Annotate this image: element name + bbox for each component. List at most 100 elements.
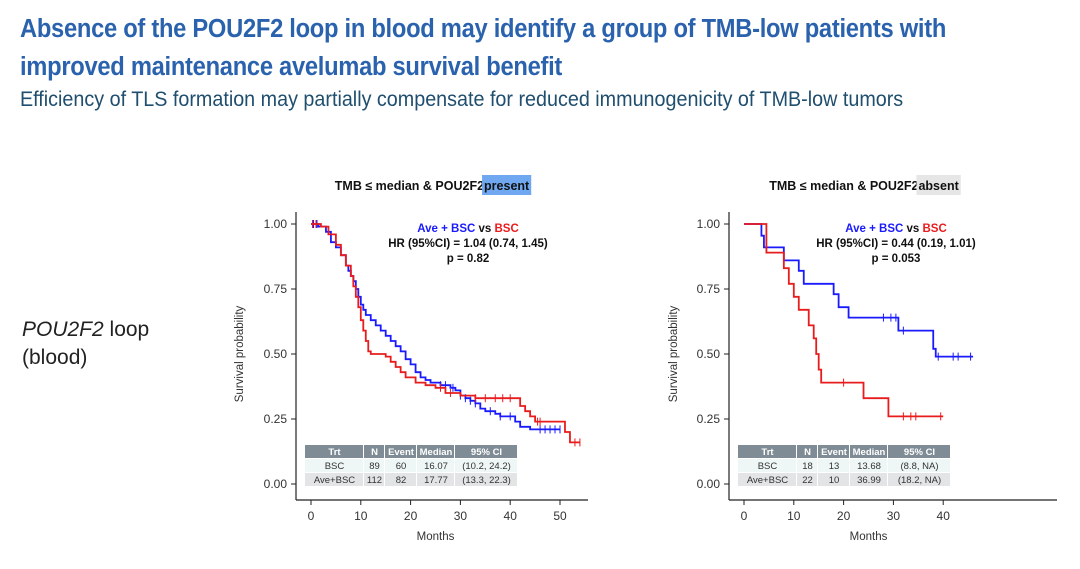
table-cell: 22 [802, 475, 813, 486]
table-cell: (13.3, 22.3) [462, 475, 511, 486]
km-chart-present: TMB ≤ median & POU2F2 present 0.00 0.25 0.5… [234, 175, 588, 543]
y-tick-label: 0.00 [264, 477, 288, 491]
table-cell: 17.77 [424, 475, 448, 486]
legend-vs: vs [475, 223, 494, 235]
table-cell: 10 [829, 475, 840, 486]
table-header-label: Trt [761, 447, 774, 458]
row-label-line2: (blood) [22, 346, 88, 369]
table-cell-bg [385, 473, 416, 486]
chart-title: TMB ≤ median & POU2F2 present [335, 175, 532, 195]
km-curve-ave-bsc [311, 223, 560, 431]
y-axis-title: Survival probability [234, 305, 246, 402]
table-cell: 13 [829, 461, 840, 472]
table-header-label: 95% CI [904, 447, 935, 458]
legend-ave-bsc: Ave + BSC [417, 223, 475, 235]
table-cell-bg [850, 473, 887, 486]
table-header-label: N [804, 447, 811, 458]
table-header-cell [364, 445, 384, 458]
y-tick-label: 1.00 [697, 217, 721, 231]
table-header-cell [385, 445, 416, 458]
table-header-label: 95% CI [471, 447, 502, 458]
hazard-ratio: HR (95%CI) = 0.44 (0.19, 1.01) [816, 238, 976, 250]
table-cell: (10.2, 24.2) [462, 461, 511, 472]
table-cell-bg [305, 473, 363, 486]
table-header-label: Median [853, 447, 886, 458]
table-cell-bg [417, 473, 454, 486]
table-header-label: Median [420, 447, 453, 458]
table-cell-bg [385, 459, 416, 472]
x-tick-label: 10 [787, 509, 801, 523]
y-tick-label: 0.50 [697, 347, 721, 361]
x-tick-label: 0 [308, 509, 315, 523]
x-tick-label: 20 [837, 509, 851, 523]
y-axis-title: Survival probability [668, 305, 680, 402]
km-curve-ave-bsc [744, 223, 974, 358]
table-header-cell [797, 445, 817, 458]
table-header-label: N [371, 447, 378, 458]
table-cell: 89 [369, 461, 380, 472]
table-cell: 13.68 [857, 461, 881, 472]
x-tick-label: 20 [404, 509, 418, 523]
table-header-cell [455, 445, 517, 458]
table-cell: BSC [325, 461, 345, 472]
hazard-ratio: HR (95%CI) = 1.04 (0.74, 1.45) [388, 238, 548, 250]
km-chart-absent: TMB ≤ median & POU2F2 absent 0.00 0.25 0.50… [668, 175, 1057, 543]
legend-comparison: Ave + BSC vs BSC [417, 223, 519, 235]
legend-vs: vs [903, 223, 922, 235]
table-header-label: Event [821, 447, 848, 458]
chart-title-highlight-text: absent [918, 179, 959, 193]
chart-title-prefix: TMB ≤ median & POU2F2 [769, 179, 918, 193]
table-cell: 36.99 [857, 475, 881, 486]
table-cell: (8.8, NA) [900, 461, 938, 472]
y-tick-label: 0.50 [264, 347, 288, 361]
table-cell-bg [797, 459, 817, 472]
km-curve-bsc [744, 223, 944, 418]
slide-title-line2: improved maintenance avelumab survival b… [20, 53, 563, 81]
table-cell-bg [797, 473, 817, 486]
table-cell: Ave+BSC [747, 475, 788, 486]
chart-title-highlight [916, 175, 961, 195]
table-cell-bg [305, 459, 363, 472]
row-label-gene: POU2F2 [22, 318, 104, 341]
table-cell-bg [818, 473, 849, 486]
table-cell-bg [818, 459, 849, 472]
legend-bsc: BSC [922, 223, 946, 235]
legend-bsc: BSC [494, 223, 518, 235]
table-cell: Ave+BSC [314, 475, 355, 486]
chart-title-highlight-text: present [484, 179, 530, 193]
table-cell: 60 [396, 461, 407, 472]
stats-table: Trt N Event Median 95% CI BSC 89 60 16.07 (10.2, … [305, 445, 517, 486]
x-tick-label: 40 [937, 509, 951, 523]
x-tick-label: 50 [553, 509, 567, 523]
chart-title: TMB ≤ median & POU2F2 absent [769, 175, 961, 195]
legend-comparison: Ave + BSC vs BSC [845, 223, 947, 235]
table-header-label: Event [388, 447, 415, 458]
x-tick-label: 10 [354, 509, 368, 523]
slide-title: Absence of the POU2F2 loop in blood may … [20, 10, 946, 86]
row-label: POU2F2 loop (blood) [22, 316, 149, 372]
table-cell: 112 [367, 475, 382, 486]
table-header-cell [738, 445, 796, 458]
table-header-label: Trt [328, 447, 341, 458]
x-tick-label: 30 [454, 509, 468, 523]
table-cell: 82 [396, 475, 407, 486]
table-cell-bg [364, 459, 384, 472]
y-tick-label: 0.25 [697, 412, 721, 426]
table-header-cell [850, 445, 887, 458]
table-header-cell [305, 445, 363, 458]
row-label-suffix: loop [103, 318, 150, 341]
table-header-cell [888, 445, 950, 458]
km-curve-bsc [311, 223, 580, 444]
table-cell-bg [364, 473, 384, 486]
chart-title-highlight [482, 175, 532, 195]
table-cell-bg [417, 459, 454, 472]
legend-ave-bsc: Ave + BSC [845, 223, 903, 235]
table-cell: 16.07 [424, 461, 448, 472]
y-tick-label: 0.75 [697, 282, 721, 296]
table-cell: BSC [758, 461, 778, 472]
table-cell-bg [738, 473, 796, 486]
chart-title-prefix: TMB ≤ median & POU2F2 [335, 179, 484, 193]
y-tick-label: 1.00 [264, 217, 288, 231]
y-tick-label: 0.00 [697, 477, 721, 491]
table-cell: 18 [802, 461, 813, 472]
